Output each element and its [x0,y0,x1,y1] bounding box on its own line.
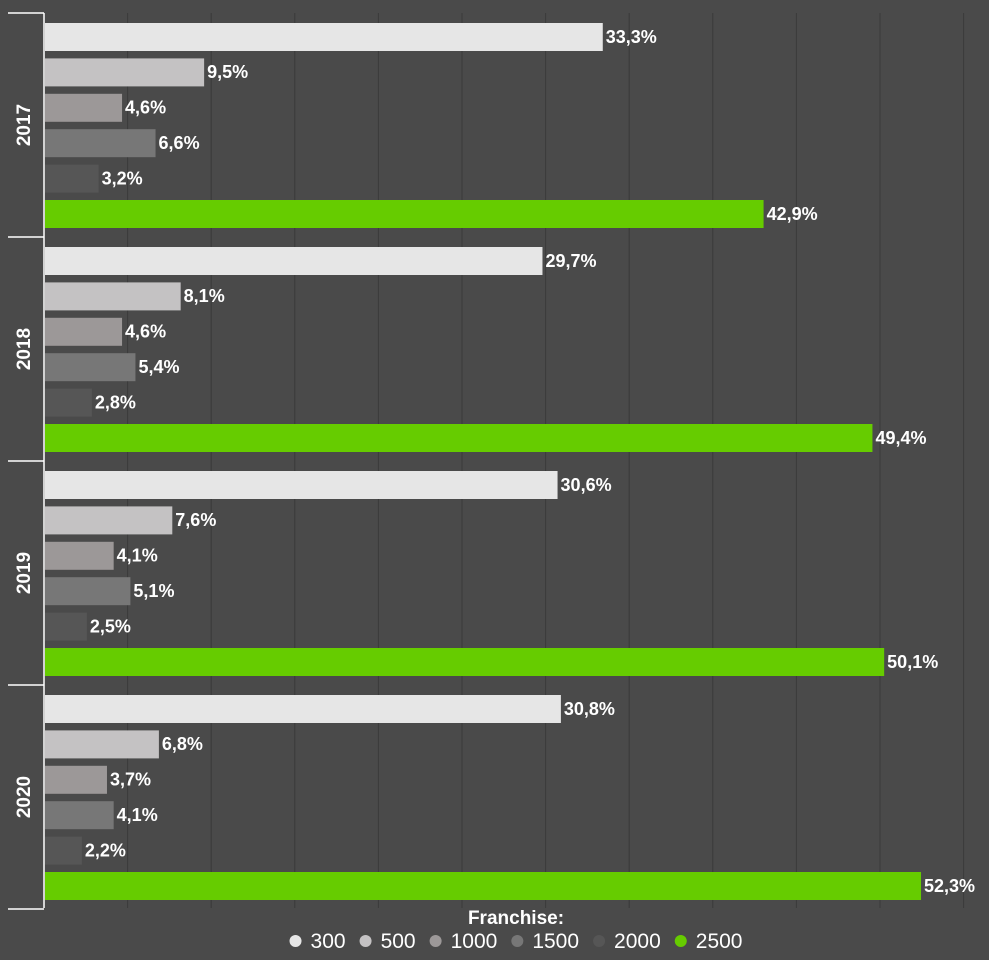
bar-label-2017-1500: 6,6% [159,133,200,153]
bar-2017-500 [45,58,205,87]
category-label-2020: 2020 [14,776,35,818]
legend-swatch-2500 [674,935,687,947]
legend-item-1500[interactable]: 1500 [511,930,579,953]
bar-2018-300 [45,247,543,275]
bar-label-2020-300: 30,8% [564,699,615,719]
legend-swatch-2000 [593,935,606,947]
bar-2019-2500 [45,648,885,676]
category-label-2019: 2019 [14,552,35,594]
bar-label-2019-500: 7,6% [175,510,216,530]
legend-swatch-300 [289,935,302,947]
legend-item-2000[interactable]: 2000 [593,930,661,953]
legend-label-2500: 2500 [696,930,743,953]
legend-swatch-1000 [429,935,442,947]
legend-label-2000: 2000 [614,930,661,953]
bar-label-2017-500: 9,5% [207,62,248,82]
bar-label-2019-300: 30,6% [561,475,612,495]
bar-2020-300 [45,695,561,723]
legend-item-500[interactable]: 500 [359,930,416,953]
bar-2018-1000 [45,317,123,346]
bar-label-2017-2500: 42,9% [767,204,818,224]
legend-item-1000[interactable]: 1000 [429,930,498,953]
category-label-2017: 2017 [14,104,35,146]
legend-label-1000: 1000 [451,930,498,953]
legend-swatch-1500 [511,935,524,947]
bar-label-2019-1000: 4,1% [117,546,158,566]
category-label-2018: 2018 [14,328,35,370]
legend-label-300: 300 [311,930,346,953]
bar-label-2017-2000: 3,2% [102,168,143,188]
bar-2020-2500 [45,872,922,900]
bar-2018-2000 [45,388,92,417]
bar-2017-1000 [45,93,123,122]
bar-label-2020-500: 6,8% [162,734,203,754]
bar-label-2020-2000: 2,2% [85,840,126,860]
bar-label-2019-2000: 2,5% [90,616,131,636]
bar-2018-500 [45,282,181,311]
bar-2019-500 [45,506,173,535]
bar-2020-2000 [45,836,82,865]
bar-label-2018-1500: 5,4% [138,357,179,377]
legend: Franchise: 300 500 1000 1500 2000 2500 [289,908,743,953]
bar-2017-1500 [45,129,156,158]
bar-2020-1500 [45,801,114,830]
gridlines [127,13,965,908]
bar-2018-2500 [45,424,873,452]
legend-item-300[interactable]: 300 [289,930,346,953]
bars: 33,3% 9,5% 4,6% 6,6% 3,2% 42,9% 29,7% 8,1% 4,6% 5… [45,23,975,900]
legend-label-500: 500 [381,930,416,953]
bar-label-2018-2000: 2,8% [95,392,136,412]
bar-label-2019-1500: 5,1% [133,581,174,601]
bar-2019-1500 [45,577,131,606]
bar-2020-1000 [45,765,107,794]
bar-2020-500 [45,730,159,759]
bar-label-2020-1000: 3,7% [110,770,151,790]
bar-2019-300 [45,471,558,499]
bar-2019-2000 [45,612,87,641]
bar-label-2018-500: 8,1% [184,286,225,306]
bar-2018-1500 [45,353,136,382]
bar-label-2020-1500: 4,1% [117,805,158,825]
legend-item-2500[interactable]: 2500 [674,930,743,953]
bar-2017-300 [45,23,603,51]
bar-label-2017-300: 33,3% [606,27,657,47]
axis: 2017 2018 2019 2020 [8,12,45,910]
bar-label-2017-1000: 4,6% [125,98,166,118]
legend-title: Franchise: [468,908,564,929]
legend-label-1500: 1500 [532,930,579,953]
legend-swatch-500 [359,935,372,947]
bar-2019-1000 [45,541,114,570]
bar-2017-2500 [45,200,764,228]
bar-label-2020-2500: 52,3% [924,876,975,896]
bar-label-2019-2500: 50,1% [887,652,938,672]
bar-label-2018-300: 29,7% [545,251,596,271]
bar-label-2018-2500: 49,4% [875,428,926,448]
bar-2017-2000 [45,164,99,193]
bar-label-2018-1000: 4,6% [125,322,166,342]
